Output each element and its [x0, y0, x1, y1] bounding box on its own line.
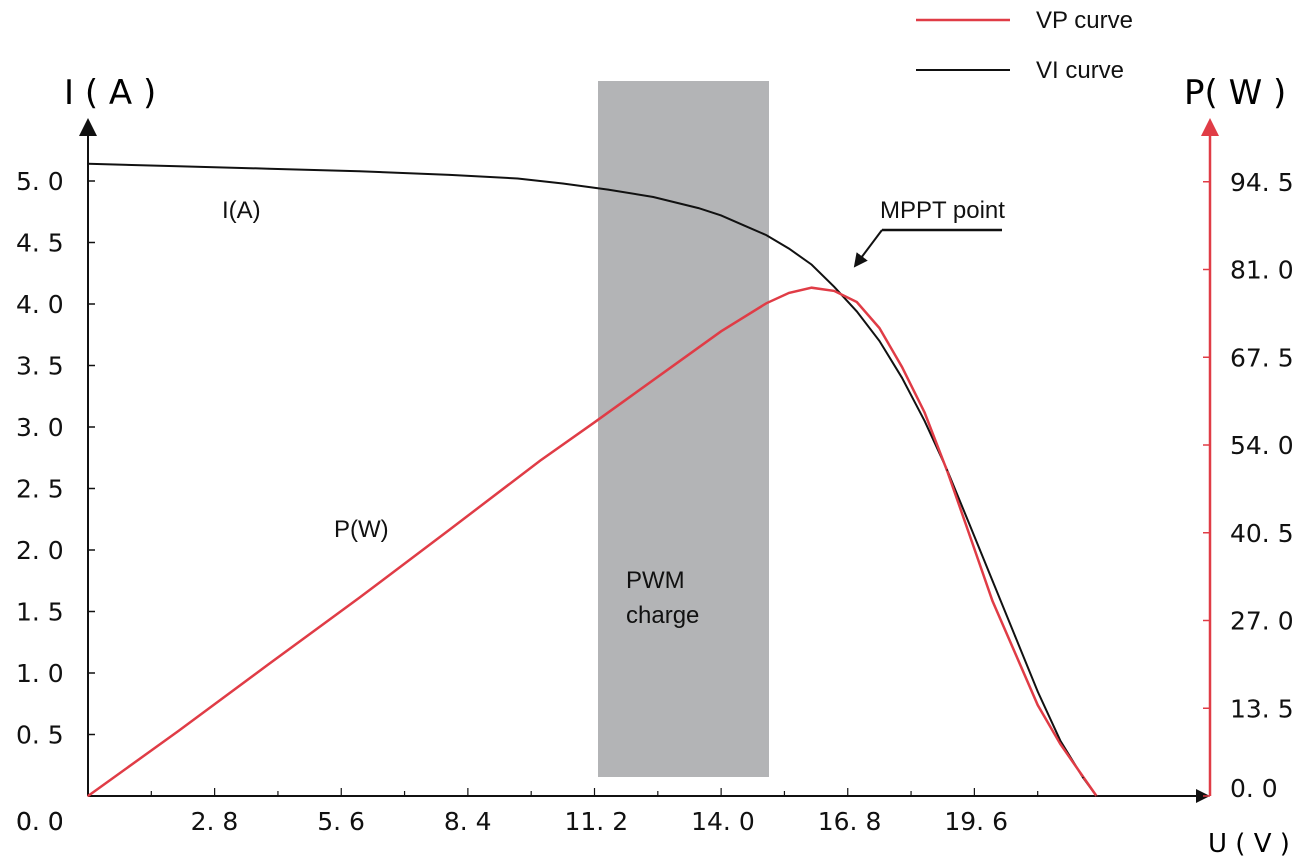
x-tick-label: 19. 6 [944, 807, 1008, 836]
vi-data-point [607, 188, 609, 191]
legend-vi-label: VI curve [1036, 57, 1124, 84]
vi-data-point [87, 162, 89, 165]
vp-data-point [268, 663, 270, 665]
vi-data-point [810, 263, 813, 266]
pwm-band-label-line2: charge [626, 602, 699, 629]
vp-data-point [991, 600, 994, 602]
vp-data-point [720, 330, 722, 333]
vi-data-point [448, 174, 451, 176]
vi-data-point [788, 247, 790, 250]
left-tick-label: 5. 0 [16, 167, 64, 196]
x-tick-label: 0. 0 [16, 807, 64, 836]
vi-data-point [1082, 776, 1084, 779]
pwm-band-label-line1: PWM [626, 567, 685, 594]
vi-data-point [1036, 690, 1039, 693]
vi-data-point [1014, 635, 1016, 637]
vp-data-point [675, 362, 677, 365]
left-tick-label: 1. 0 [16, 659, 64, 688]
vi-data-point [878, 340, 881, 342]
vi-data-point [268, 167, 270, 170]
vp-data-point [629, 395, 632, 398]
tick-labels: 0. 0 0. 5 1. 0 1. 5 2. 0 2. 5 3. 0 3. 5 4. 0 4. 5… [16, 167, 1294, 836]
x-tick-label: 14. 0 [691, 807, 755, 836]
left-tick-label: 2. 5 [16, 475, 64, 504]
vi-data-point [991, 579, 994, 582]
vp-data-point [1036, 704, 1039, 706]
vp-data-point [855, 301, 858, 303]
right-tick-label: 54. 0 [1230, 431, 1294, 460]
vi-data-point [946, 469, 949, 471]
vi-data-point [855, 310, 858, 313]
left-y-axis-title: I ( A ) [64, 73, 156, 113]
mppt-pointer-arrow-icon [853, 229, 883, 268]
right-tick-label: 40. 5 [1230, 519, 1294, 548]
left-tick-label: 4. 0 [16, 290, 64, 319]
vi-data-point [562, 182, 564, 185]
vp-data-point [901, 366, 903, 368]
left-tick-label: 4. 5 [16, 229, 64, 258]
right-tick-label: 27. 0 [1230, 607, 1294, 636]
vp-data-point [1014, 652, 1016, 654]
vp-data-point [177, 730, 180, 732]
vi-data-point [969, 524, 971, 527]
x-tick-label: 2. 8 [191, 807, 239, 836]
vp-data-point [539, 459, 542, 462]
x-tick-label: 8. 4 [444, 807, 492, 836]
vp-data-point [765, 302, 768, 305]
right-tick-label: 67. 5 [1230, 343, 1294, 372]
vp-data-point [788, 292, 790, 294]
vi-data-point [177, 165, 180, 168]
left-tick-label: 3. 5 [16, 352, 64, 381]
vi-data-point [516, 177, 519, 180]
vi-data-point [833, 285, 835, 288]
left-tick-label: 0. 0 [16, 807, 64, 836]
vi-data-point [697, 207, 700, 209]
vi-data-point [923, 420, 926, 422]
vp-data-point [448, 528, 451, 531]
vi-data-point [901, 377, 903, 379]
left-tick-label: 3. 0 [16, 413, 64, 442]
vi-data-point [720, 214, 722, 217]
tick-marks [88, 180, 1210, 797]
vi-series-label: I(A) [222, 197, 261, 224]
right-tick-label: 81. 0 [1230, 256, 1294, 285]
left-tick-label: 1. 5 [16, 598, 64, 627]
vp-data-point [923, 411, 926, 414]
legend: VP curve VI curve [916, 7, 1133, 84]
x-axis-title: U ( V ) [1208, 829, 1290, 859]
left-tick-label: 2. 0 [16, 536, 64, 565]
vp-data-point [1059, 743, 1062, 745]
left-tick-label: 0. 5 [16, 721, 64, 750]
vp-data-point [358, 596, 361, 599]
vi-data-point [1059, 739, 1062, 742]
right-tick-label: 13. 5 [1230, 694, 1294, 723]
vp-data-point [810, 286, 813, 289]
vi-data-point [358, 170, 361, 172]
legend-vp-label: VP curve [1036, 7, 1133, 34]
vp-series-label: P(W) [334, 516, 389, 543]
vp-data-point [969, 535, 971, 537]
vp-curve-line [87, 286, 1098, 798]
right-tick-label: 0. 0 [1230, 774, 1278, 803]
right-y-axis-title: P( W ) [1184, 73, 1286, 113]
vp-data-point [593, 421, 596, 424]
vi-data-point [742, 224, 745, 227]
pwm-charge-band [598, 81, 769, 777]
right-y-axis-arrow-icon [1201, 118, 1219, 136]
left-y-axis-arrow-icon [79, 118, 97, 136]
x-tick-label: 16. 8 [818, 807, 882, 836]
x-tick-label: 5. 6 [317, 807, 365, 836]
vi-data-point [652, 196, 655, 198]
mppt-point-label: MPPT point [880, 197, 1005, 224]
x-tick-label: 11. 2 [565, 807, 629, 836]
vi-data-point [765, 234, 768, 236]
vp-data-point [833, 290, 835, 292]
vp-data-point [87, 795, 89, 797]
vp-data-point [878, 327, 881, 329]
right-tick-label: 94. 5 [1230, 168, 1294, 197]
vi-curve-line [87, 162, 1098, 797]
vi-data-point [1095, 795, 1098, 797]
